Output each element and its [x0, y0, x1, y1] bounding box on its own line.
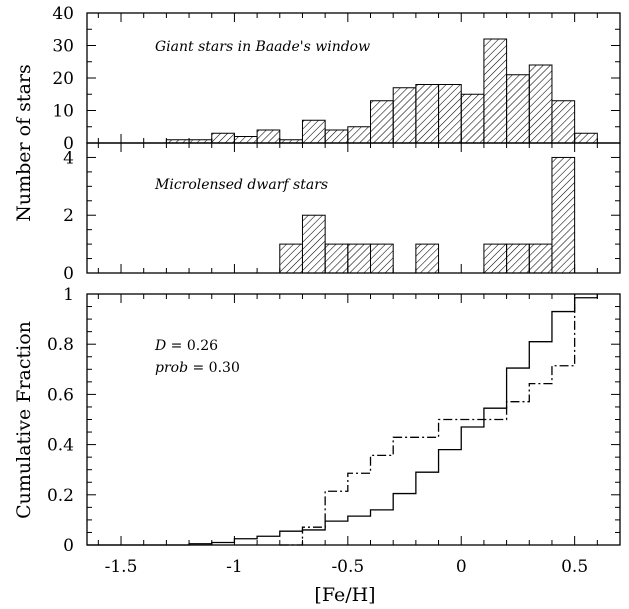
histogram-bar [347, 126, 372, 144]
y-tick-label: 0 [63, 536, 74, 556]
histogram-bar [233, 136, 258, 144]
number-of-stars-ylabel: Number of stars [13, 64, 35, 221]
x-tick-label: 0 [456, 557, 467, 577]
giant-axis-ticks: 0 10 20 30 40 [52, 4, 621, 154]
fe-h-xlabel: [Fe/H] [314, 584, 375, 606]
histogram-bar [506, 243, 530, 274]
histogram-bar [506, 74, 530, 144]
histogram-bar [460, 93, 485, 144]
giant-histogram-bars [165, 38, 598, 144]
cumulative-axis-ticks: -1.5 -1 -0.5 0 0.5 0 0.2 0.4 0.6 0.8 1 [47, 285, 621, 577]
ks-d-statistic: D = 0.26 [154, 338, 218, 354]
giant-stars-annotation: Giant stars in Baade's window [155, 39, 370, 55]
histogram-bar [415, 84, 440, 144]
histogram-bar [415, 243, 440, 274]
ks-probability: prob = 0.30 [155, 360, 240, 376]
histogram-bar [324, 243, 349, 274]
panel-cumulative: -1.5 -1 -0.5 0 0.5 0 0.2 0.4 0.6 0.8 1 D = 0.26 pr… [13, 285, 621, 606]
y-tick-label: 0.2 [47, 486, 74, 506]
histogram-bar [370, 100, 394, 144]
y-tick-label: 1 [63, 285, 74, 305]
y-tick-label: 0 [63, 134, 74, 154]
histogram-bar [438, 84, 462, 144]
panel-giant-stars: 0 10 20 30 40 Giant stars in Baade's window [52, 4, 621, 154]
y-tick-label: 10 [52, 102, 74, 122]
y-tick-label: 0.4 [47, 436, 74, 456]
y-tick-label: 0.6 [47, 385, 74, 405]
giant-cumulative-line [87, 294, 598, 546]
x-tick-label: -1 [226, 557, 243, 577]
histogram-bar [211, 132, 235, 144]
histogram-bar [256, 129, 281, 144]
dwarf-cumulative-line [279, 294, 576, 546]
histogram-bar [370, 243, 394, 274]
histogram-bar [324, 129, 349, 144]
panel-dwarf-stars: 0 2 4 Microlensed dwarf stars [63, 142, 621, 284]
dwarf-histogram-bars [279, 156, 576, 274]
y-tick-label: 0.8 [47, 335, 74, 355]
histogram-bar [528, 64, 553, 144]
histogram-bar [301, 119, 326, 144]
histogram-bar [551, 100, 576, 144]
y-tick-label: 0 [63, 264, 74, 284]
histogram-bar [483, 243, 508, 274]
histogram-bar [483, 38, 508, 144]
x-tick-label: -0.5 [331, 557, 364, 577]
cumulative-lines [87, 294, 598, 546]
histogram-bar [392, 87, 417, 144]
histogram-bar [279, 243, 303, 274]
histogram-bar [574, 132, 598, 144]
histogram-bar [551, 156, 576, 274]
cumulative-fraction-ylabel: Cumulative Fraction [13, 321, 35, 519]
y-tick-label: 40 [52, 4, 74, 24]
dwarf-stars-annotation: Microlensed dwarf stars [154, 177, 328, 193]
y-tick-label: 2 [63, 206, 74, 226]
x-tick-label: -1.5 [105, 557, 138, 577]
dwarf-axis-ticks: 0 2 4 [63, 142, 621, 284]
panel-cumulative-frame [86, 293, 621, 546]
histogram-bar [301, 214, 326, 274]
histogram-bar [528, 243, 553, 274]
y-tick-label: 30 [52, 37, 74, 57]
x-tick-label: 0.5 [561, 557, 588, 577]
y-tick-label: 20 [52, 69, 74, 89]
y-tick-label: 4 [63, 148, 74, 168]
histogram-bar [347, 243, 372, 274]
